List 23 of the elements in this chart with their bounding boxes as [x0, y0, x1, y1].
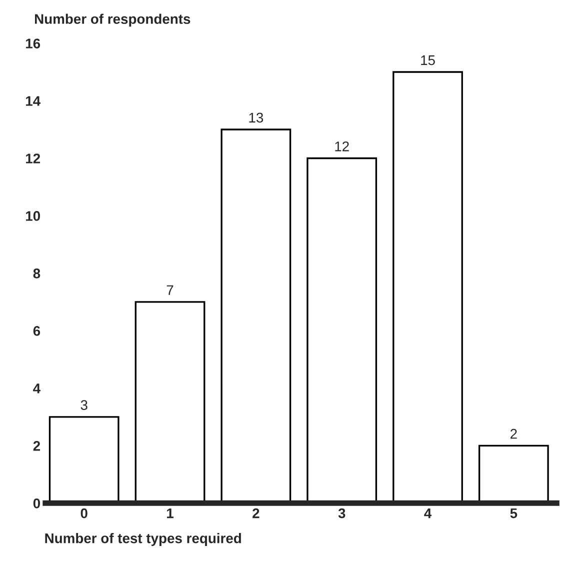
x-tick-label: 3 [338, 508, 346, 518]
y-tick-label: 4 [33, 384, 41, 394]
y-tick-label: 6 [33, 326, 40, 336]
y-tick-label: 0 [33, 498, 40, 508]
y-tick-label: 14 [26, 96, 41, 106]
y-tick-label: 10 [26, 211, 40, 221]
data-label: 12 [335, 141, 349, 152]
data-label: 7 [166, 285, 174, 295]
data-label: 13 [249, 112, 264, 123]
y-tick-label: 2 [33, 440, 40, 451]
data-label: 3 [80, 400, 88, 410]
data-label: 15 [421, 55, 435, 66]
x-tick-label: 0 [80, 508, 88, 518]
x-axis-title: Number of test types required [45, 533, 241, 546]
y-axis-title: Number of respondents [35, 14, 190, 27]
y-tick-label: 16 [26, 38, 40, 48]
y-tick-label: 12 [26, 154, 40, 164]
x-tick-label: 5 [510, 508, 518, 518]
data-label: 2 [510, 428, 517, 439]
x-tick-label: 4 [424, 508, 432, 518]
x-tick-label: 1 [167, 508, 174, 518]
x-tick-label: 2 [252, 508, 260, 518]
y-tick-label: 8 [33, 268, 40, 278]
